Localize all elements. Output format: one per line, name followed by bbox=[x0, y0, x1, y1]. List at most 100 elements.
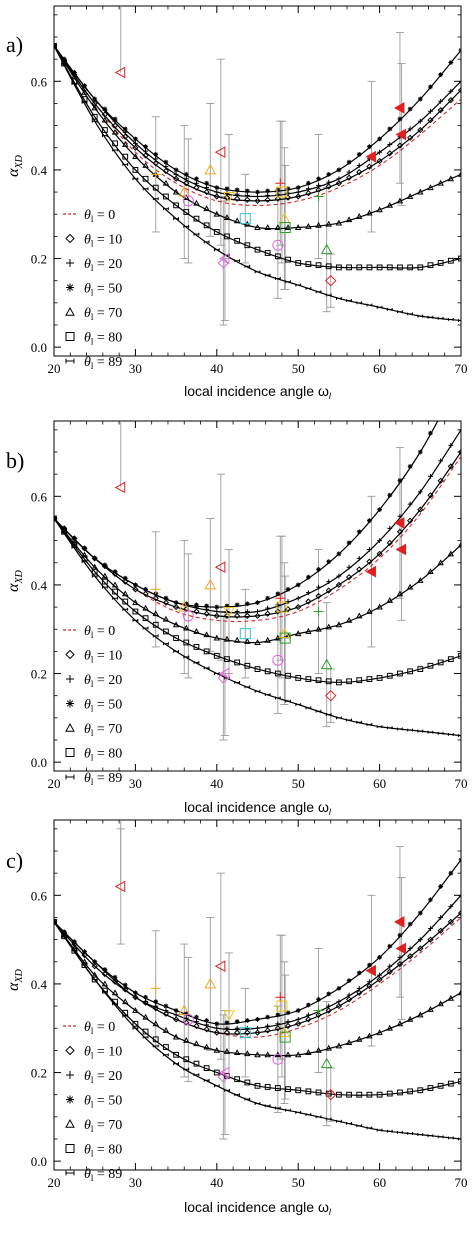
y-axis-label: αXD bbox=[5, 154, 25, 177]
series-point-theta-10 bbox=[193, 1022, 200, 1030]
series-point-theta-50 bbox=[122, 575, 128, 581]
series-point-theta-20 bbox=[255, 609, 260, 614]
series-point-theta-70 bbox=[406, 583, 414, 590]
series-point-theta-89 bbox=[407, 1132, 414, 1135]
legend-value: = 20 bbox=[93, 673, 122, 688]
series-point-theta-50 bbox=[346, 978, 352, 984]
legend-theta-symbol: θ bbox=[84, 306, 91, 321]
series-point-theta-89 bbox=[397, 310, 403, 314]
series-point-theta-80 bbox=[397, 264, 403, 271]
x-axis-label: local incidence angle ωl bbox=[184, 799, 332, 817]
legend-label: θl = 20 bbox=[84, 1069, 122, 1085]
series-point-theta-80 bbox=[264, 1084, 271, 1090]
series-point-theta-50 bbox=[275, 591, 281, 597]
series-point-theta-80 bbox=[234, 1076, 241, 1083]
legend-marker-theta-89 bbox=[65, 358, 75, 364]
series-point-theta-89 bbox=[254, 689, 261, 693]
x-tick-label: 50 bbox=[292, 776, 305, 791]
series-point-theta-89 bbox=[458, 734, 461, 737]
observation-point bbox=[365, 565, 376, 578]
series-point-theta-70 bbox=[376, 206, 383, 213]
series-point-theta-89 bbox=[325, 713, 332, 716]
series-point-theta-70 bbox=[366, 209, 373, 216]
series-point-theta-50 bbox=[438, 884, 444, 889]
series-point-theta-50 bbox=[71, 536, 77, 541]
series-point-theta-10 bbox=[427, 116, 434, 124]
series-point-theta-10 bbox=[305, 598, 312, 605]
series-point-theta-89 bbox=[132, 1026, 139, 1030]
observation-point bbox=[204, 977, 217, 989]
series-point-theta-10 bbox=[244, 612, 251, 620]
series-point-theta-10 bbox=[305, 190, 312, 197]
legend-marker-theta-50 bbox=[66, 283, 74, 292]
series-point-theta-20 bbox=[275, 1021, 281, 1027]
series-point-theta-70 bbox=[111, 581, 119, 588]
series-point-theta-20 bbox=[214, 609, 220, 614]
series-point-theta-89 bbox=[244, 264, 251, 268]
series-point-theta-70 bbox=[132, 153, 139, 160]
series-point-theta-89 bbox=[417, 729, 424, 733]
legend-theta-symbol: θ bbox=[84, 355, 91, 370]
series-point-theta-70 bbox=[101, 572, 109, 579]
series-point-theta-70 bbox=[284, 224, 292, 230]
observation-point bbox=[275, 593, 286, 604]
series-point-theta-80 bbox=[274, 1085, 281, 1091]
series-point-theta-70 bbox=[254, 639, 261, 645]
legend-label: θl = 80 bbox=[84, 1143, 122, 1159]
chart-panel-b: 20 30 40 50 60 70 0.0 0.2 0.4 0.6 b) local incidenc… bbox=[5, 420, 468, 817]
observation-point bbox=[279, 1031, 291, 1043]
series-point-theta-50 bbox=[92, 96, 98, 102]
series-point-theta-70 bbox=[345, 616, 353, 623]
series-point-theta-89 bbox=[254, 270, 261, 274]
legend-marker-theta-20 bbox=[66, 259, 74, 267]
series-point-theta-89 bbox=[91, 119, 98, 123]
series-point-theta-80 bbox=[173, 635, 179, 641]
series-point-theta-70 bbox=[386, 1024, 394, 1031]
series-point-theta-70 bbox=[213, 210, 221, 217]
series-point-theta-70 bbox=[294, 224, 302, 230]
series-point-theta-89 bbox=[54, 517, 57, 520]
legend-theta-symbol: θ bbox=[84, 1045, 91, 1060]
series-point-theta-20 bbox=[173, 1012, 179, 1018]
x-axis-label-main: local incidence angle ω bbox=[184, 1199, 329, 1215]
series-point-theta-20 bbox=[346, 564, 352, 570]
series-point-theta-70 bbox=[162, 179, 170, 186]
series-point-theta-10 bbox=[345, 574, 353, 581]
series-point-theta-20 bbox=[458, 427, 461, 433]
series-point-theta-50 bbox=[458, 857, 461, 863]
series-point-theta-20 bbox=[438, 458, 444, 464]
legend-marker-theta-50 bbox=[66, 699, 74, 708]
series-point-theta-89 bbox=[91, 978, 98, 981]
x-tick-label: 50 bbox=[292, 1175, 305, 1190]
x-tick-label: 70 bbox=[455, 361, 468, 376]
series-point-theta-50 bbox=[316, 567, 321, 572]
series-point-theta-89 bbox=[417, 1133, 424, 1136]
series-point-theta-70 bbox=[142, 162, 149, 168]
observation-point bbox=[182, 1013, 194, 1025]
series-point-theta-50 bbox=[102, 562, 108, 568]
series-point-theta-50 bbox=[428, 897, 433, 903]
series-point-theta-89 bbox=[285, 280, 291, 284]
legend-value: = 50 bbox=[93, 1094, 122, 1109]
series-point-theta-50 bbox=[153, 152, 159, 157]
series-point-theta-80 bbox=[142, 615, 149, 622]
legend-marker-theta-70 bbox=[65, 1118, 75, 1128]
series-point-theta-20 bbox=[448, 442, 454, 448]
series-point-theta-10 bbox=[417, 126, 424, 134]
series-point-theta-20 bbox=[285, 599, 291, 604]
x-tick-label: 60 bbox=[373, 361, 386, 376]
series-point-theta-80 bbox=[244, 1079, 251, 1086]
series-point-theta-70 bbox=[121, 590, 129, 597]
series-point-theta-70 bbox=[142, 1013, 149, 1020]
panel-label: c) bbox=[6, 848, 23, 873]
series-point-theta-70 bbox=[437, 179, 444, 186]
series-point-theta-80 bbox=[417, 1087, 424, 1094]
series-point-theta-80 bbox=[285, 256, 291, 263]
observation-point bbox=[114, 481, 126, 494]
legend-label: θl = 70 bbox=[84, 306, 122, 322]
series-point-theta-50 bbox=[316, 997, 321, 1002]
series-point-theta-10 bbox=[172, 1016, 180, 1023]
